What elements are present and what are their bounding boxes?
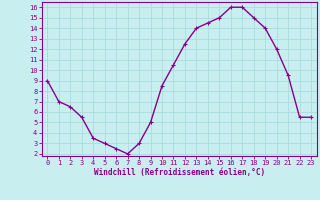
X-axis label: Windchill (Refroidissement éolien,°C): Windchill (Refroidissement éolien,°C): [94, 168, 265, 177]
